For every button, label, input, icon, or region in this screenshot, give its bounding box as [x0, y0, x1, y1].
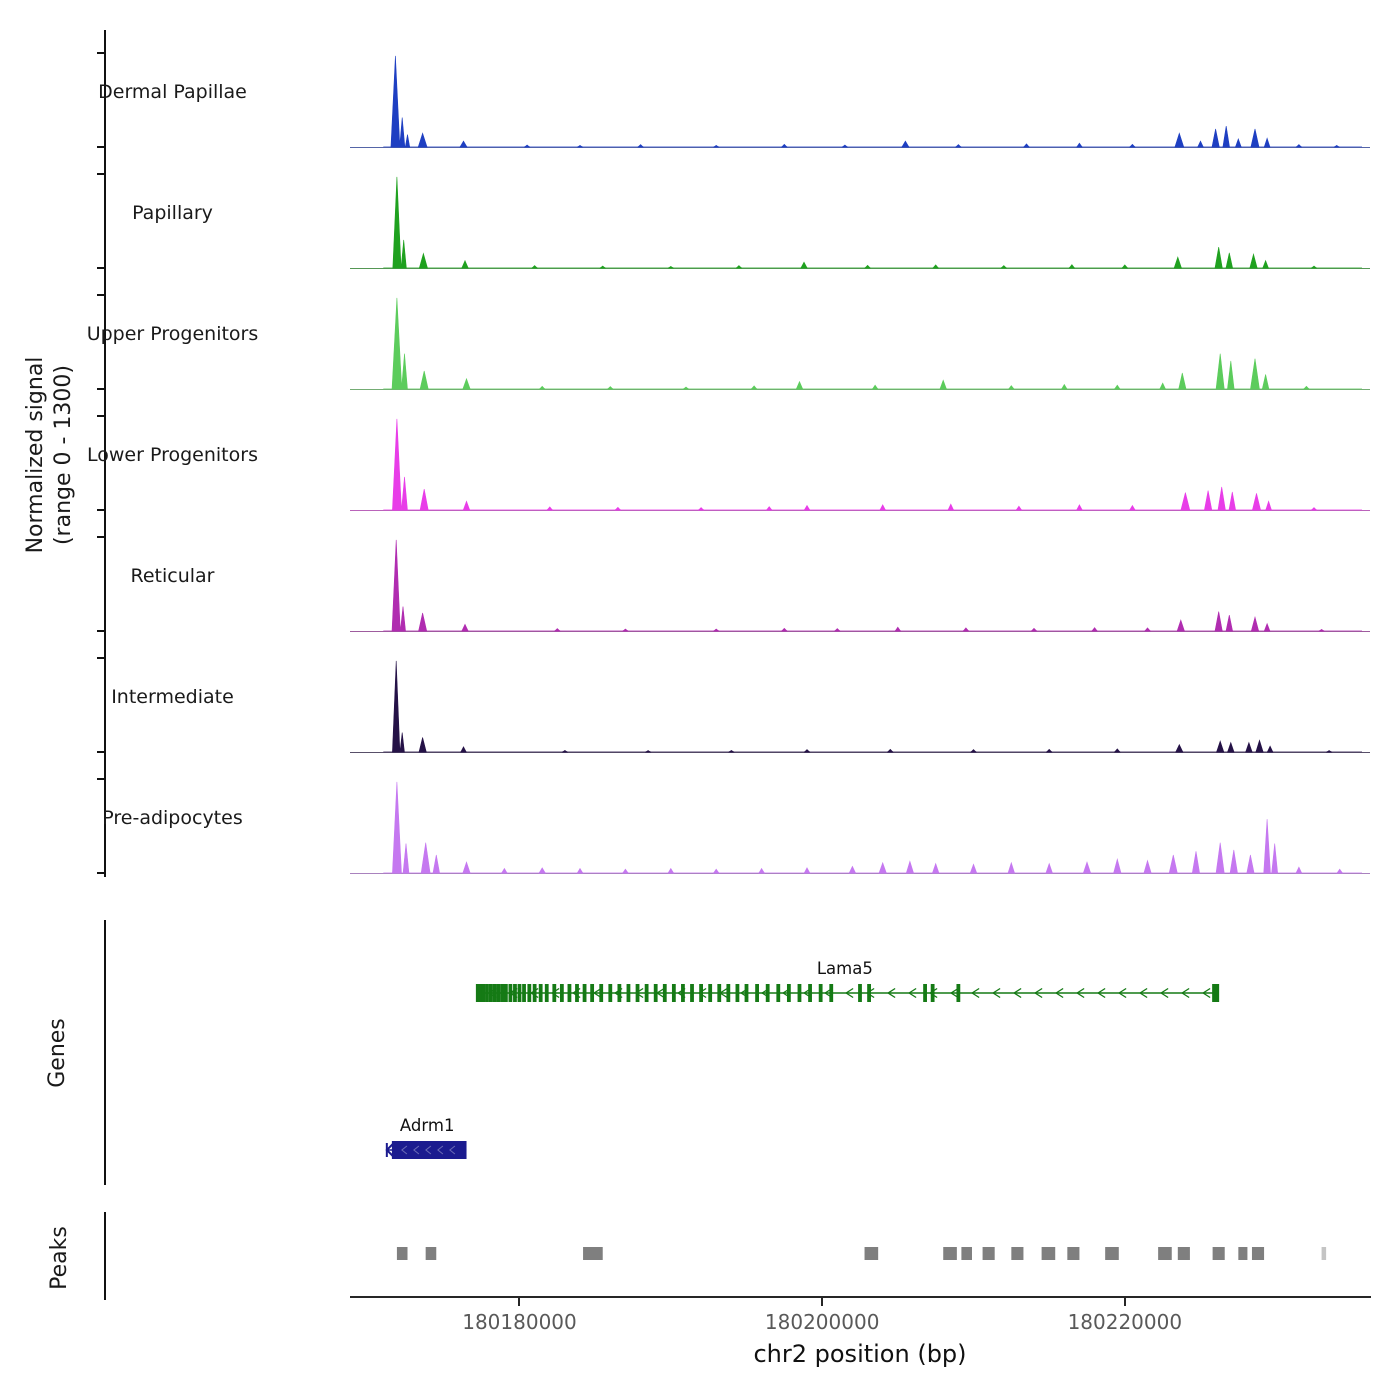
gene-lama5: Lama5: [475, 959, 1220, 1002]
track-label: Pre-adipocytes: [102, 807, 243, 829]
x-tick-label: 180180000: [462, 1310, 577, 1334]
peak-region: [1067, 1247, 1080, 1260]
signal-track-papillary: [350, 176, 1370, 269]
gene-adrm1: Adrm1: [385, 1116, 467, 1159]
y-axis-tick: [97, 388, 104, 390]
x-tick-label: 180200000: [764, 1310, 880, 1334]
x-axis-title: chr2 position (bp): [753, 1340, 967, 1368]
y-axis-tick: [97, 173, 104, 175]
signal-track-intermediate: [350, 660, 1370, 753]
genes-section-label: Genes: [45, 1018, 70, 1088]
peaks-track-svg: [396, 1247, 1327, 1260]
signal-axis-line: [104, 30, 106, 877]
track-label: Upper Progenitors: [86, 323, 259, 345]
peak-region: [982, 1247, 995, 1260]
peak-region: [1251, 1247, 1265, 1260]
genes-axis-line: [104, 920, 106, 1185]
signal-track-dermal-papillae: [350, 55, 1370, 148]
track-label: Lower Progenitors: [87, 444, 258, 466]
track-label: Intermediate: [111, 686, 234, 708]
peak-region: [1011, 1247, 1024, 1260]
peak-region: [1158, 1247, 1172, 1260]
y-axis-tick: [97, 751, 104, 753]
peak-region: [425, 1247, 437, 1260]
track-label: Papillary: [132, 202, 213, 224]
peak-region: [1238, 1247, 1248, 1260]
peak-region: [1041, 1247, 1056, 1260]
y-axis-tick: [97, 872, 104, 874]
track-label: Dermal Papillae: [98, 81, 247, 103]
track-label: Reticular: [130, 565, 215, 587]
gene-label-lama5: Lama5: [817, 959, 873, 978]
y-axis-tick: [97, 657, 104, 659]
y-axis-tick: [97, 267, 104, 269]
peak-region: [864, 1247, 879, 1260]
y-axis-tick: [97, 415, 104, 417]
y-axis-tick: [97, 778, 104, 780]
y-axis-tick: [97, 146, 104, 148]
gene-label-adrm1: Adrm1: [400, 1116, 455, 1135]
y-axis-tick: [97, 630, 104, 632]
peak-region: [396, 1247, 408, 1260]
signal-track-pre-adipocytes: [350, 781, 1370, 874]
x-axis-tick: [518, 1298, 521, 1306]
peaks-axis-line: [104, 1212, 106, 1300]
x-axis-tick: [821, 1298, 824, 1306]
peaks-section-label: Peaks: [47, 1226, 72, 1290]
peak-region: [961, 1247, 972, 1260]
signal-track-reticular: [350, 539, 1370, 632]
y-axis-tick: [97, 509, 104, 511]
peak-region: [1177, 1247, 1190, 1260]
y-axis-tick: [97, 52, 104, 54]
x-axis-line: [350, 1296, 1371, 1298]
peak-region: [943, 1247, 957, 1260]
x-tick-label: 180220000: [1067, 1310, 1183, 1334]
peak-region: [1105, 1247, 1119, 1260]
peak-region: [583, 1247, 603, 1260]
y-axis-tick: [97, 294, 104, 296]
peak-region: [1212, 1247, 1225, 1260]
signal-track-upper-progenitors: [350, 297, 1370, 390]
peak-region: [1321, 1247, 1327, 1260]
y-axis-tick: [97, 536, 104, 538]
signal-track-lower-progenitors: [350, 418, 1370, 511]
x-axis-tick: [1123, 1298, 1126, 1306]
genes-track-svg: Lama5 Adrm1: [385, 959, 1220, 1159]
